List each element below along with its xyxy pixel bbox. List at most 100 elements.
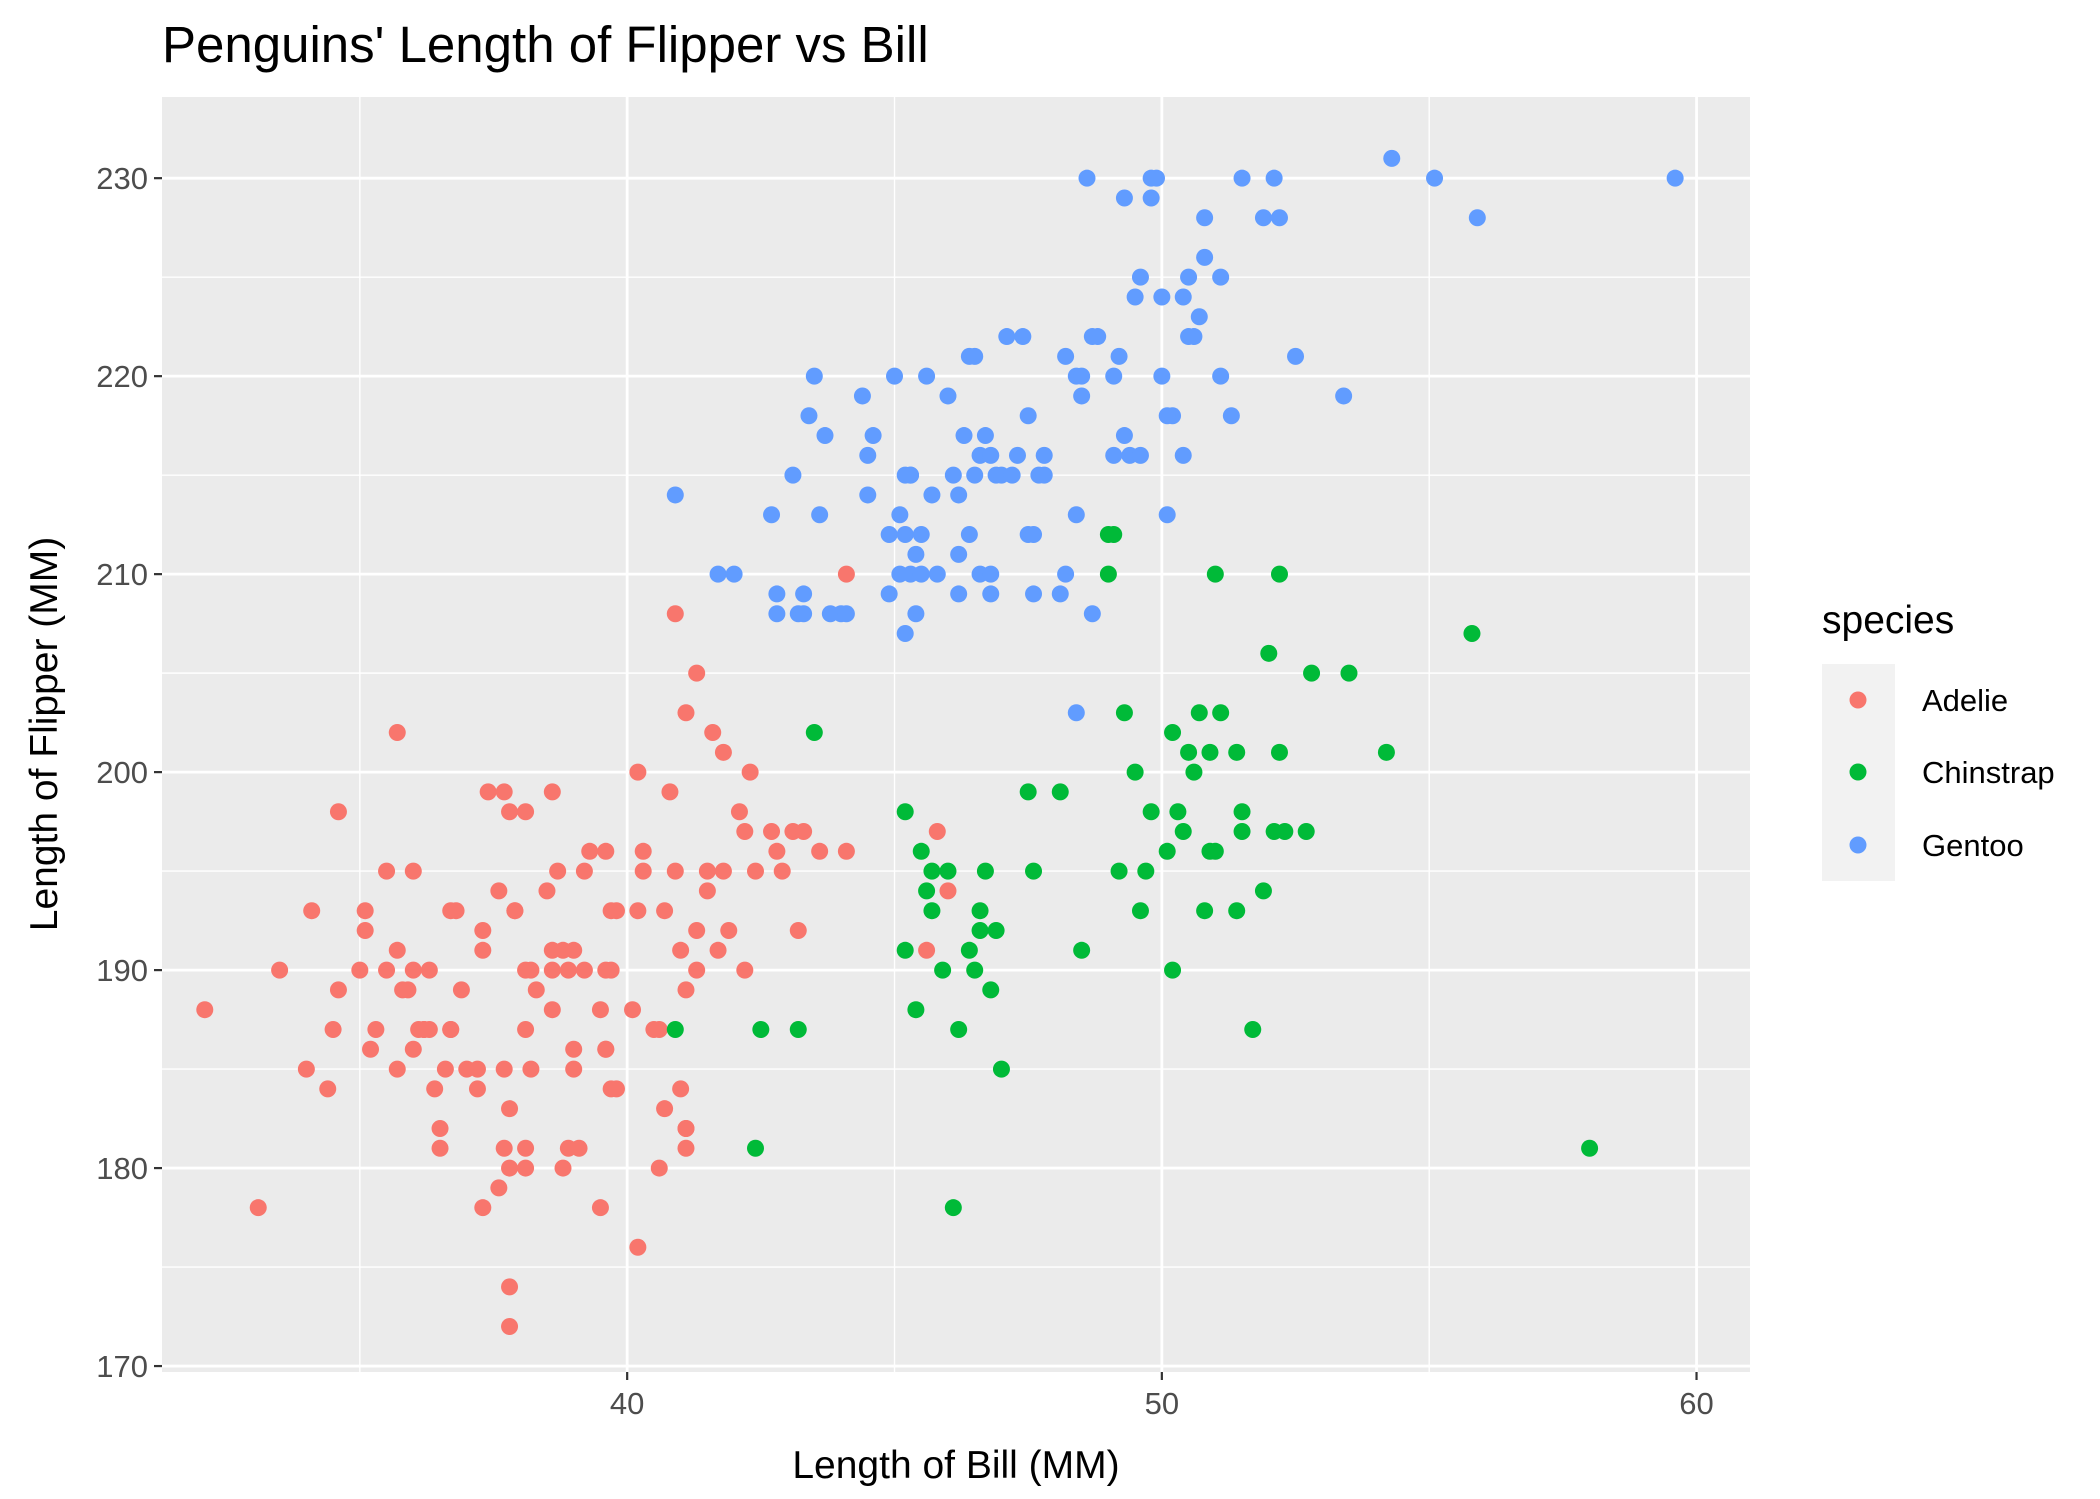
point-gentoo [763, 506, 781, 524]
point-gentoo [795, 585, 813, 603]
point-chinstrap [1581, 1139, 1599, 1157]
point-gentoo [1265, 169, 1283, 187]
point-gentoo [1222, 407, 1240, 425]
point-chinstrap [1260, 644, 1278, 662]
point-adelie [565, 1060, 583, 1078]
x-tick-label: 60 [1679, 1386, 1713, 1421]
point-gentoo [896, 526, 914, 544]
point-gentoo [1158, 407, 1176, 425]
point-adelie [688, 961, 706, 979]
point-gentoo [960, 526, 978, 544]
point-gentoo [837, 605, 855, 623]
point-adelie [468, 1060, 486, 1078]
point-adelie [554, 1159, 572, 1177]
point-adelie [634, 862, 652, 880]
point-adelie [741, 763, 759, 781]
point-adelie [420, 961, 438, 979]
point-adelie [319, 1080, 337, 1098]
point-adelie [356, 922, 374, 940]
point-adelie [688, 664, 706, 682]
point-adelie [474, 922, 492, 940]
point-chinstrap [896, 803, 914, 821]
point-gentoo [886, 367, 904, 385]
point-chinstrap [982, 981, 1000, 999]
point-adelie [736, 961, 754, 979]
point-adelie [607, 902, 625, 920]
point-adelie [506, 902, 524, 920]
point-adelie [324, 1020, 342, 1038]
point-gentoo [1190, 308, 1208, 326]
point-adelie [388, 1060, 406, 1078]
point-gentoo [907, 605, 925, 623]
plot-panel [162, 97, 1750, 1372]
point-adelie [939, 882, 957, 900]
point-adelie [661, 783, 679, 801]
point-adelie [656, 902, 674, 920]
point-chinstrap [1228, 743, 1246, 761]
point-adelie [431, 1119, 449, 1137]
point-adelie [501, 1278, 519, 1296]
point-chinstrap [1105, 526, 1123, 544]
point-adelie [522, 961, 540, 979]
point-adelie [442, 1020, 460, 1038]
point-gentoo [955, 427, 973, 445]
point-gentoo [1196, 248, 1214, 266]
point-gentoo [950, 545, 968, 563]
point-chinstrap [1180, 743, 1198, 761]
point-adelie [436, 1060, 454, 1078]
point-gentoo [891, 506, 909, 524]
point-gentoo [1025, 526, 1043, 544]
point-adelie [666, 862, 684, 880]
point-gentoo [1067, 704, 1085, 722]
point-gentoo [1019, 407, 1037, 425]
point-chinstrap [752, 1020, 770, 1038]
point-gentoo [1185, 328, 1203, 346]
point-chinstrap [896, 941, 914, 959]
point-gentoo [800, 407, 818, 425]
point-adelie [773, 862, 791, 880]
point-gentoo [1126, 288, 1144, 306]
point-adelie [378, 961, 396, 979]
point-gentoo [1057, 347, 1075, 365]
point-adelie [501, 1317, 519, 1335]
point-chinstrap [1158, 842, 1176, 860]
point-adelie [672, 1080, 690, 1098]
point-gentoo [982, 585, 1000, 603]
point-adelie [495, 783, 513, 801]
point-adelie [656, 1100, 674, 1118]
point-chinstrap [971, 902, 989, 920]
point-chinstrap [1051, 783, 1069, 801]
legend-key-chinstrap [1849, 763, 1867, 781]
point-adelie [495, 1139, 513, 1157]
point-chinstrap [1196, 902, 1214, 920]
point-gentoo [859, 446, 877, 464]
point-gentoo [1158, 506, 1176, 524]
point-gentoo [1426, 169, 1444, 187]
point-adelie [447, 902, 465, 920]
point-gentoo [912, 565, 930, 583]
point-adelie [404, 862, 422, 880]
point-adelie [709, 941, 727, 959]
point-gentoo [998, 328, 1016, 346]
point-chinstrap [1297, 823, 1315, 841]
point-chinstrap [1377, 743, 1395, 761]
point-gentoo [1174, 288, 1192, 306]
point-gentoo [1073, 387, 1091, 405]
point-gentoo [976, 427, 994, 445]
point-adelie [714, 743, 732, 761]
point-gentoo [795, 605, 813, 623]
point-gentoo [982, 565, 1000, 583]
point-gentoo [966, 466, 984, 484]
point-adelie [517, 1139, 535, 1157]
point-gentoo [859, 486, 877, 504]
y-tick-label: 220 [96, 359, 148, 394]
point-adelie [837, 565, 855, 583]
point-gentoo [805, 367, 823, 385]
y-tick-label: 230 [96, 161, 148, 196]
point-gentoo [918, 367, 936, 385]
point-gentoo [1131, 268, 1149, 286]
point-chinstrap [1110, 862, 1128, 880]
point-gentoo [1110, 347, 1128, 365]
point-adelie [474, 1199, 492, 1217]
